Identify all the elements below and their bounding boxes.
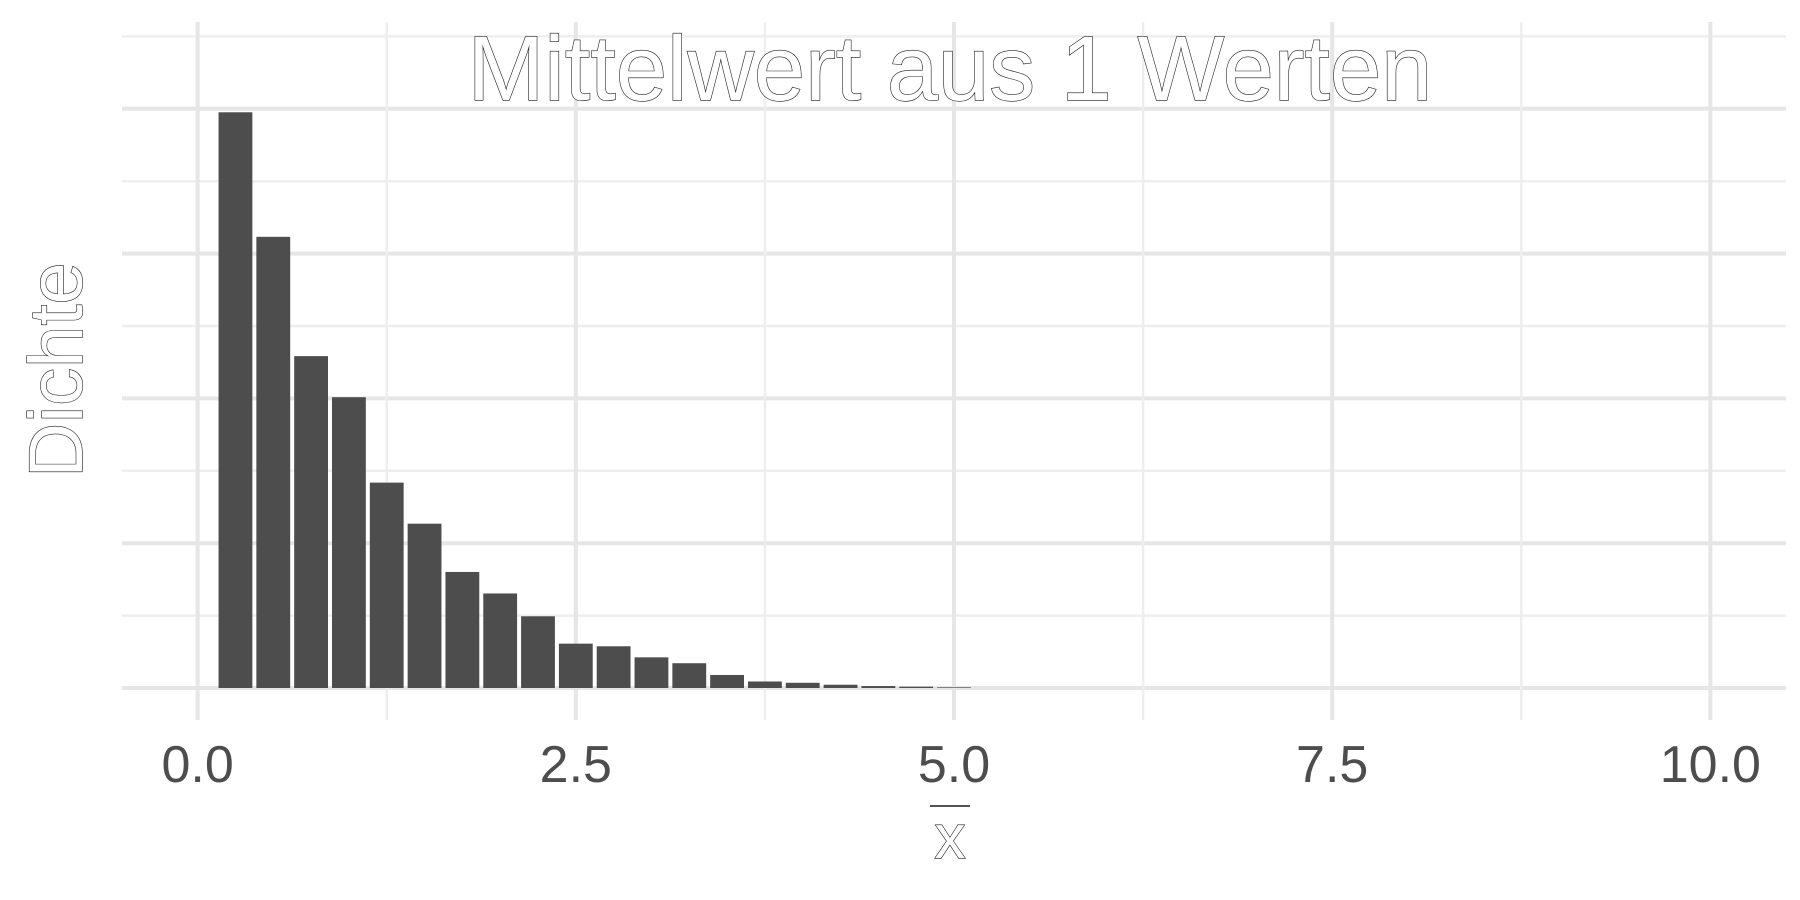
histogram-bar [899,686,934,688]
histogram-bar [823,684,858,688]
histogram-bar [937,687,971,688]
histogram-bar [861,686,896,688]
x-axis-ticks: 0.0 2.5 5.0 7.5 10.0 [161,736,1760,794]
chart-title: Mittelwert aus 1 Werten [468,18,1433,120]
histogram-bars [218,112,971,689]
histogram-bar [294,356,328,688]
histogram-bar [710,674,744,688]
histogram-bar [634,657,669,688]
x-tick-label: 0.0 [161,736,233,794]
histogram-bar [483,593,518,688]
histogram-bar [672,663,707,688]
histogram-bar [407,523,442,688]
histogram-bar [445,571,480,688]
x-tick-label: 2.5 [540,736,612,794]
grid-lines [122,22,1786,720]
x-tick-label: 10.0 [1660,736,1761,794]
histogram-bar [521,616,555,688]
histogram-bar [596,646,631,688]
histogram-bar [369,482,404,688]
histogram-bar [218,112,253,688]
x-tick-label: 7.5 [1296,736,1368,794]
y-axis-label: Dichte [14,262,99,477]
histogram-bar [332,397,366,688]
x-axis-label: x [935,803,966,872]
histogram-bar [785,682,820,688]
histogram-bar [748,681,782,688]
x-tick-label: 5.0 [918,736,990,794]
histogram-bar [558,643,593,688]
histogram-bar [256,236,291,689]
